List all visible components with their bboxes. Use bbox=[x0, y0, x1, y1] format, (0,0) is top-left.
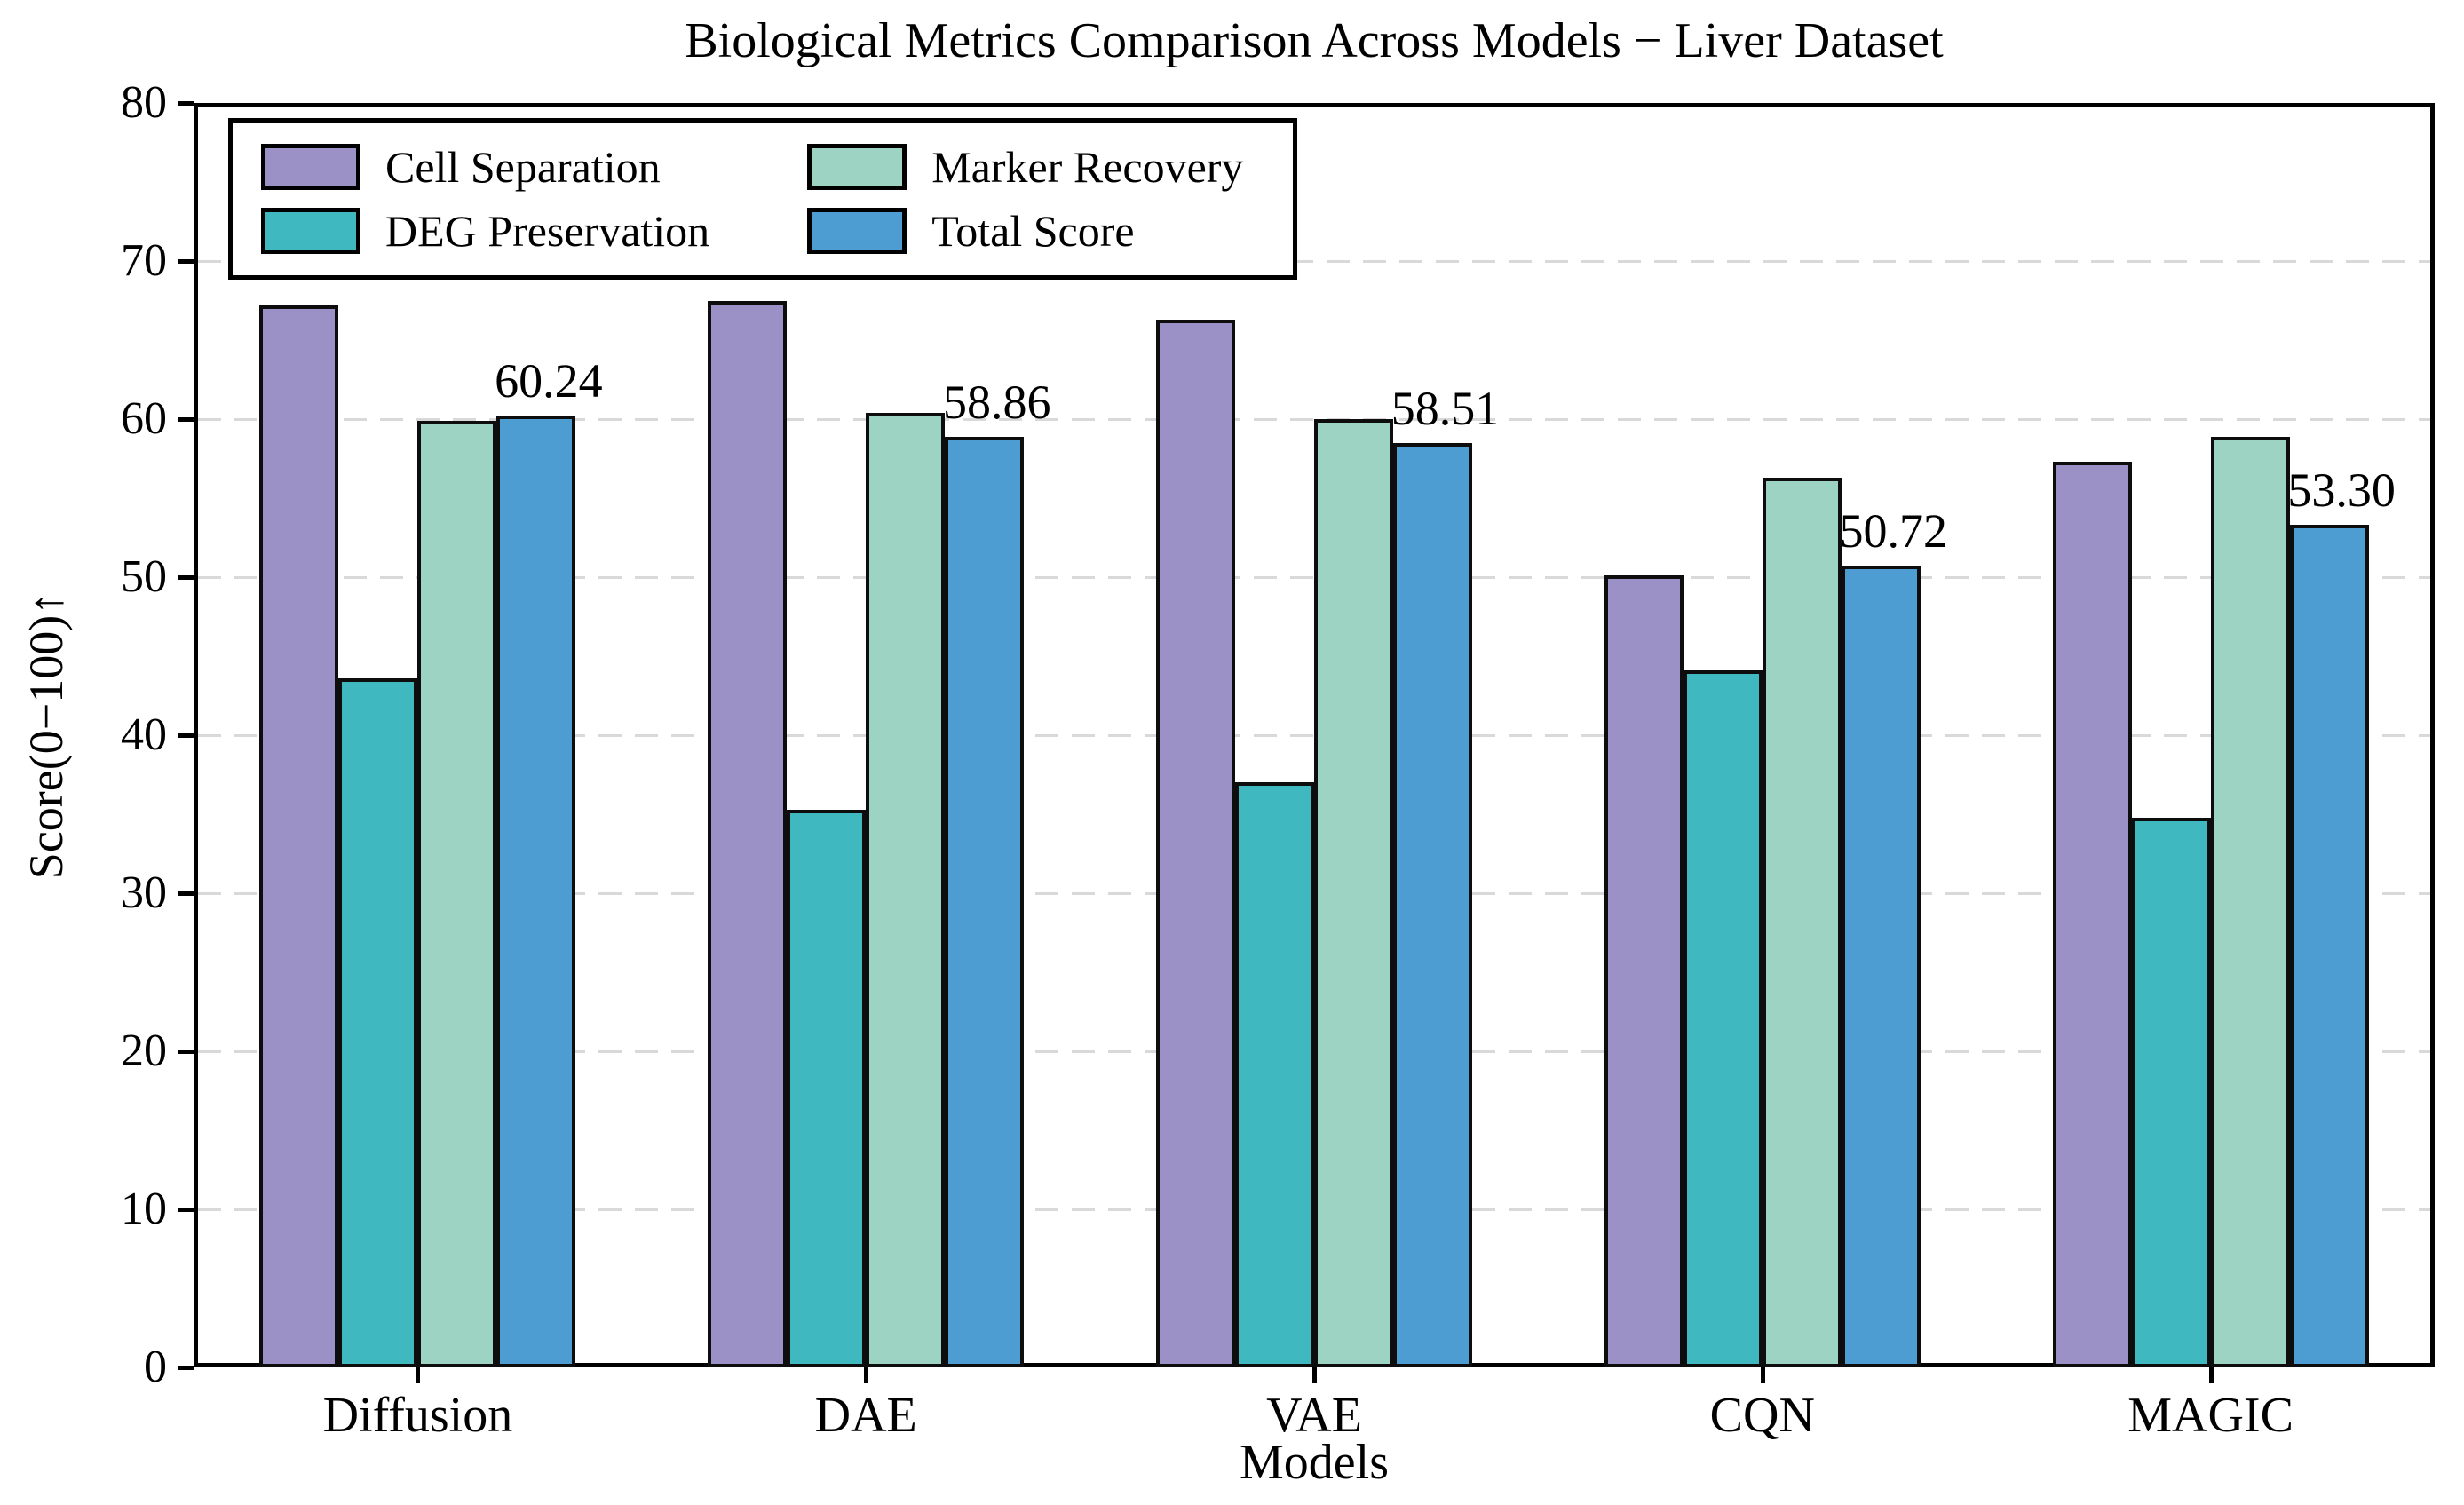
bar-magic-total-score bbox=[2289, 525, 2369, 1367]
legend-item-marker-recovery: Marker Recovery bbox=[807, 144, 1243, 190]
bar-diffusion-deg-preservation bbox=[338, 677, 418, 1367]
y-tick-mark-10 bbox=[178, 1208, 194, 1212]
bar-magic-deg-preservation bbox=[2131, 817, 2211, 1367]
legend-label: Marker Recovery bbox=[931, 142, 1244, 192]
y-tick-label-20: 20 bbox=[121, 1026, 167, 1076]
x-tick-label-cqn: CQN bbox=[1709, 1388, 1815, 1443]
bar-magic-marker-recovery bbox=[2210, 436, 2290, 1367]
bar-diffusion-total-score bbox=[496, 415, 576, 1367]
legend-item-deg-preservation: DEG Preservation bbox=[261, 208, 709, 254]
y-axis-label: Score(0−100)↑ bbox=[20, 590, 73, 880]
bar-dae-marker-recovery bbox=[866, 412, 946, 1367]
bar-diffusion-marker-recovery bbox=[417, 420, 497, 1367]
y-tick-label-40: 40 bbox=[121, 709, 167, 760]
bar-vae-deg-preservation bbox=[1235, 782, 1314, 1367]
y-tick-label-60: 60 bbox=[121, 393, 167, 444]
y-tick-label-80: 80 bbox=[121, 77, 167, 128]
bar-vae-cell-separation bbox=[1156, 319, 1235, 1367]
x-tick-mark-cqn bbox=[1760, 1367, 1765, 1383]
bar-cqn-marker-recovery bbox=[1762, 477, 1842, 1367]
legend-label: DEG Preservation bbox=[385, 206, 710, 256]
bar-magic-cell-separation bbox=[2052, 462, 2132, 1367]
bar-cqn-total-score bbox=[1841, 566, 1921, 1367]
x-tick-label-dae: DAE bbox=[814, 1388, 917, 1443]
x-tick-mark-vae bbox=[1312, 1367, 1317, 1383]
x-tick-mark-magic bbox=[2208, 1367, 2214, 1383]
y-tick-label-0: 0 bbox=[144, 1342, 167, 1392]
chart-title: Biological Metrics Comparison Across Mod… bbox=[685, 13, 1944, 68]
y-tick-mark-30 bbox=[178, 891, 194, 896]
y-tick-label-30: 30 bbox=[121, 867, 167, 918]
value-label-diffusion: 60.24 bbox=[495, 353, 603, 408]
legend-swatch-total-score bbox=[807, 208, 907, 254]
bar-diffusion-cell-separation bbox=[259, 305, 339, 1367]
y-tick-mark-50 bbox=[178, 575, 194, 580]
legend: Cell Separation DEG Preservation Marker Re… bbox=[228, 118, 1298, 280]
bar-cqn-cell-separation bbox=[1604, 575, 1684, 1367]
legend-label: Cell Separation bbox=[385, 142, 661, 192]
bar-dae-deg-preservation bbox=[787, 809, 867, 1367]
bar-cqn-deg-preservation bbox=[1683, 670, 1763, 1367]
x-axis-label: Models bbox=[1240, 1435, 1389, 1490]
value-label-cqn: 50.72 bbox=[1839, 504, 1948, 558]
legend-item-total-score: Total Score bbox=[807, 208, 1243, 254]
y-tick-mark-40 bbox=[178, 733, 194, 738]
y-tick-label-70: 70 bbox=[121, 235, 167, 286]
y-tick-mark-70 bbox=[178, 259, 194, 264]
legend-swatch-marker-recovery bbox=[807, 144, 907, 190]
value-label-dae: 58.86 bbox=[942, 376, 1051, 430]
bar-vae-marker-recovery bbox=[1314, 419, 1393, 1367]
y-tick-mark-60 bbox=[178, 417, 194, 422]
y-tick-mark-20 bbox=[178, 1050, 194, 1054]
value-label-vae: 58.51 bbox=[1390, 381, 1500, 435]
bar-vae-total-score bbox=[1393, 442, 1472, 1367]
bar-dae-cell-separation bbox=[708, 300, 788, 1367]
legend-item-cell-separation: Cell Separation bbox=[261, 144, 709, 190]
gridline-y-70 bbox=[198, 260, 2430, 263]
y-tick-label-10: 10 bbox=[121, 1184, 167, 1234]
value-label-magic: 53.30 bbox=[2287, 463, 2396, 518]
legend-label: Total Score bbox=[931, 206, 1135, 256]
bar-dae-total-score bbox=[945, 437, 1025, 1367]
x-tick-mark-dae bbox=[864, 1367, 869, 1383]
x-tick-label-magic: MAGIC bbox=[2127, 1388, 2294, 1443]
y-tick-mark-0 bbox=[178, 1366, 194, 1370]
legend-swatch-deg-preservation bbox=[261, 208, 360, 254]
x-tick-label-diffusion: Diffusion bbox=[322, 1388, 513, 1443]
x-tick-mark-diffusion bbox=[416, 1367, 421, 1383]
y-tick-mark-80 bbox=[178, 101, 194, 106]
legend-swatch-cell-separation bbox=[261, 144, 360, 190]
x-tick-label-vae: VAE bbox=[1266, 1388, 1362, 1443]
y-tick-label-50: 50 bbox=[121, 551, 167, 602]
